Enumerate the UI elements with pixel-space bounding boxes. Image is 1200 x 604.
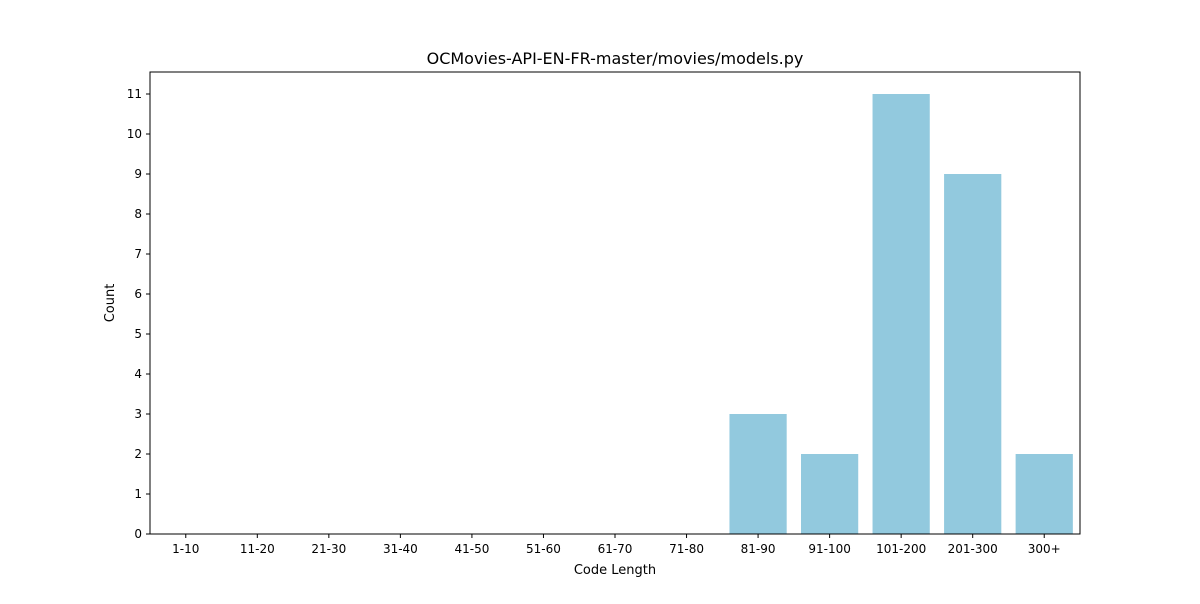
y-tick-label: 4	[134, 367, 142, 381]
y-tick-label: 5	[134, 327, 142, 341]
y-axis: 0 1 2 3 4 5 6 7 8 9 10 11	[127, 87, 150, 541]
x-tick-label: 91-100	[808, 542, 851, 556]
y-tick-label: 8	[134, 207, 142, 221]
x-tick-label: 51-60	[526, 542, 561, 556]
y-tick-label: 1	[134, 487, 142, 501]
y-tick-label: 0	[134, 527, 142, 541]
y-tick-label: 2	[134, 447, 142, 461]
y-axis-label: Count	[103, 284, 118, 323]
chart-title: OCMovies-API-EN-FR-master/movies/models.…	[427, 49, 804, 68]
bar	[801, 454, 859, 534]
plot-frame	[149, 71, 1081, 535]
x-tick-label: 21-30	[311, 542, 346, 556]
x-axis-label: Code Length	[574, 563, 656, 578]
bar	[729, 414, 787, 534]
bar	[1015, 454, 1073, 534]
x-tick-label: 11-20	[240, 542, 275, 556]
x-tick-label: 71-80	[669, 542, 704, 556]
x-tick-label: 41-50	[454, 542, 489, 556]
y-tick-label: 7	[134, 247, 142, 261]
y-tick-label: 6	[134, 287, 142, 301]
x-axis: 1-10 11-20 21-30 31-40 41-50 51-60 61-70 71-80 8…	[172, 534, 1061, 556]
y-tick-label: 9	[134, 167, 142, 181]
x-tick-label: 201-300	[948, 542, 998, 556]
x-tick-label: 81-90	[741, 542, 776, 556]
x-tick-label: 300+	[1028, 542, 1061, 556]
y-tick-label: 11	[127, 87, 142, 101]
bar	[872, 94, 930, 534]
x-tick-label: 61-70	[598, 542, 633, 556]
x-tick-label: 101-200	[876, 542, 926, 556]
bar	[944, 174, 1002, 534]
bars-layer	[729, 94, 1073, 534]
x-tick-label: 31-40	[383, 542, 418, 556]
x-tick-label: 1-10	[172, 542, 199, 556]
y-tick-label: 3	[134, 407, 142, 421]
y-tick-label: 10	[127, 127, 142, 141]
